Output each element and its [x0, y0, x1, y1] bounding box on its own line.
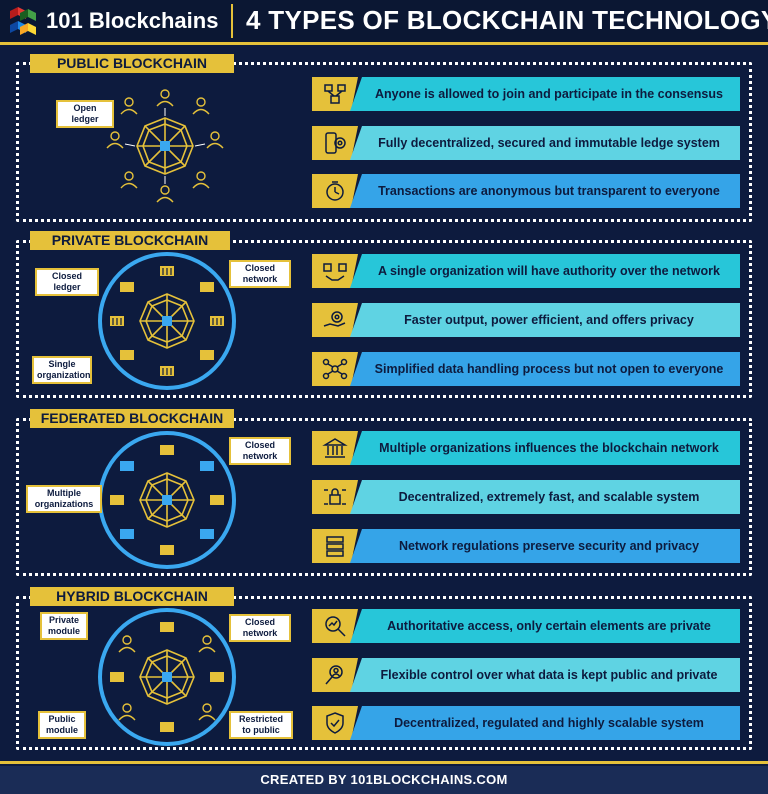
section-label-federated: FEDERATED BLOCKCHAIN	[30, 409, 234, 428]
logo[interactable]: 101 Blockchains	[8, 4, 218, 38]
network-nodes-icon	[322, 358, 348, 380]
header-divider	[231, 4, 233, 38]
feature-text: Authoritative access, only certain eleme…	[350, 609, 740, 643]
feature-row: Decentralized, extremely fast, and scala…	[312, 480, 740, 514]
callout-closed-network: Closed network	[229, 260, 291, 288]
footer-credit: CREATED BY 101BLOCKCHAINS.COM	[0, 766, 768, 794]
feature-row: Flexible control over what data is kept …	[312, 658, 740, 692]
server-icon	[326, 536, 344, 557]
hand-gear-icon	[323, 311, 346, 327]
feature-row: Authoritative access, only certain eleme…	[312, 609, 740, 643]
federated-network-diagram	[98, 431, 236, 569]
private-network-diagram	[98, 252, 236, 390]
header-rule	[0, 42, 768, 45]
feature-row: Decentralized, regulated and highly scal…	[312, 706, 740, 740]
callout-single-organization: Single organization	[32, 356, 92, 384]
users-network-icon	[324, 84, 346, 104]
feature-row: Simplified data handling process but not…	[312, 352, 740, 386]
feature-text: Decentralized, extremely fast, and scala…	[350, 480, 740, 514]
feature-text: Flexible control over what data is kept …	[350, 658, 740, 692]
callout-closed-ledger: Closed ledger	[35, 268, 99, 296]
section-private	[16, 240, 752, 398]
feature-text: Transactions are anonymous but transpare…	[350, 174, 740, 208]
feature-text: Faster output, power efficient, and offe…	[350, 303, 740, 337]
feature-row: Network regulations preserve security an…	[312, 529, 740, 563]
header: 101 Blockchains 4 TYPES OF BLOCKCHAIN TE…	[0, 0, 768, 42]
feature-row: Transactions are anonymous but transpare…	[312, 174, 740, 208]
section-label-hybrid: HYBRID BLOCKCHAIN	[30, 587, 234, 606]
page-title: 4 TYPES OF BLOCKCHAIN TECHNOLOGY	[246, 5, 768, 35]
handshake-cubes-icon	[323, 263, 347, 281]
section-public	[16, 62, 752, 222]
lock-circuit-icon	[324, 488, 346, 505]
callout-public-module: Public module	[38, 711, 86, 739]
feature-row: Faster output, power efficient, and offe…	[312, 303, 740, 337]
stopwatch-icon	[326, 181, 344, 201]
feature-row: A single organization will have authorit…	[312, 254, 740, 288]
logo-text: 101 Blockchains	[46, 8, 219, 33]
feature-text: Anyone is allowed to join and participat…	[350, 77, 740, 111]
section-federated	[16, 418, 752, 576]
callout-closed-network: Closed network	[229, 437, 291, 465]
search-person-icon	[325, 665, 343, 685]
callout-restricted-to-public: Restricted to public	[229, 711, 293, 739]
public-network-diagram	[106, 89, 224, 203]
phone-gear-icon	[325, 132, 346, 154]
callout-open-ledger: Open ledger	[56, 100, 114, 128]
feature-row: Anyone is allowed to join and participat…	[312, 77, 740, 111]
section-label-private: PRIVATE BLOCKCHAIN	[30, 231, 230, 250]
magnifier-chart-icon	[325, 616, 346, 637]
callout-private-module: Private module	[40, 612, 88, 640]
feature-text: Network regulations preserve security an…	[350, 529, 740, 563]
logo-cubes-icon	[10, 7, 36, 35]
section-hybrid	[16, 596, 752, 750]
hybrid-network-diagram	[98, 608, 236, 746]
feature-text: Multiple organizations influences the bl…	[350, 431, 740, 465]
feature-row: Multiple organizations influences the bl…	[312, 431, 740, 465]
callout-multiple-organizations: Multiple organizations	[26, 485, 102, 513]
footer-rule	[0, 761, 768, 764]
section-label-public: PUBLIC BLOCKCHAIN	[30, 54, 234, 73]
feature-text: A single organization will have authorit…	[350, 254, 740, 288]
shield-check-icon	[326, 712, 344, 734]
feature-text: Decentralized, regulated and highly scal…	[350, 706, 740, 740]
feature-text: Fully decentralized, secured and immutab…	[350, 126, 740, 160]
feature-row: Fully decentralized, secured and immutab…	[312, 126, 740, 160]
callout-closed-network: Closed network	[229, 614, 291, 642]
feature-text: Simplified data handling process but not…	[350, 352, 740, 386]
building-icon	[322, 438, 348, 458]
